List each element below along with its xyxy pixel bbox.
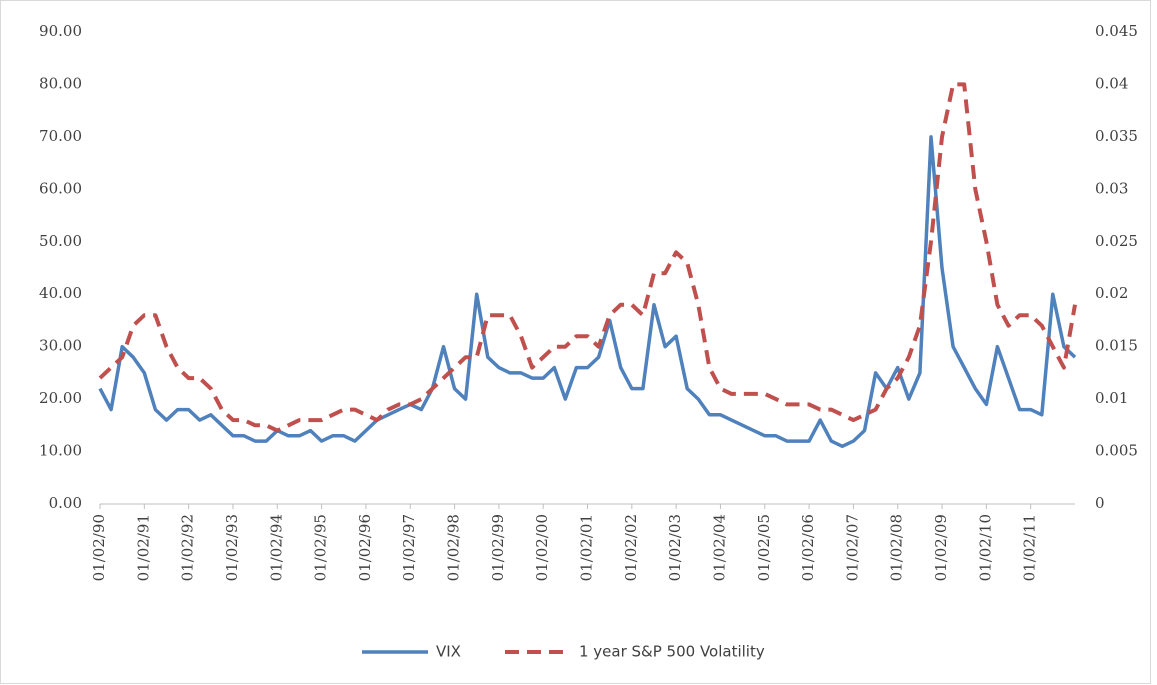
y2-tick-label: 0.04 [1095, 74, 1128, 92]
x-tick-label: 01/02/94 [267, 514, 285, 581]
y2-tick-label: 0.025 [1095, 232, 1138, 250]
x-tick-label: 01/02/93 [223, 514, 241, 581]
y2-tick-label: 0.02 [1095, 284, 1128, 302]
y-tick-label: 80.00 [39, 74, 82, 92]
x-tick-label: 01/02/95 [312, 514, 330, 581]
x-tick-label: 01/02/97 [400, 514, 418, 581]
legend: VIX 1 year S&P 500 Volatility [362, 643, 765, 661]
x-tick-label: 01/02/01 [578, 514, 596, 581]
series-line [98, 82, 1077, 433]
x-tick-label: 01/02/03 [666, 514, 684, 581]
legend-label: 1 year S&P 500 Volatility [579, 643, 765, 661]
y-tick-label: 60.00 [39, 179, 82, 197]
x-tick-label: 01/02/02 [622, 514, 640, 581]
x-tick-label: 01/02/08 [888, 514, 906, 581]
x-tick-label: 01/02/04 [710, 514, 728, 581]
x-tick-label: 01/02/10 [976, 514, 994, 581]
legend-label: VIX [436, 643, 461, 661]
y2-tick-label: 0.045 [1095, 22, 1138, 40]
x-tick-label: 01/02/00 [533, 514, 551, 581]
y2-tick-label: 0 [1095, 494, 1105, 512]
x-tick-label: 01/02/90 [90, 514, 108, 581]
y-tick-label: 70.00 [39, 127, 82, 145]
y2-tick-label: 0.015 [1095, 337, 1138, 355]
x-tick-label: 01/02/09 [932, 514, 950, 581]
x-tick-label: 01/02/06 [799, 514, 817, 581]
y2-tick-label: 0.03 [1095, 179, 1128, 197]
series-line [98, 135, 1077, 449]
x-tick-label: 01/02/11 [1021, 514, 1039, 581]
x-tick-label: 01/02/05 [755, 514, 773, 581]
y2-tick-label: 0.035 [1095, 127, 1138, 145]
y-tick-label: 50.00 [39, 232, 82, 250]
y-tick-label: 10.00 [39, 442, 82, 460]
y-tick-label: 30.00 [39, 337, 82, 355]
y-tick-label: 20.00 [39, 389, 82, 407]
y-tick-label: 40.00 [39, 284, 82, 302]
y2-tick-label: 0.01 [1095, 389, 1128, 407]
y2-tick-label: 0.005 [1095, 442, 1138, 460]
x-tick-label: 01/02/96 [356, 514, 374, 581]
x-tick-label: 01/02/99 [489, 514, 507, 581]
x-tick-label: 01/02/98 [445, 514, 463, 581]
y-tick-label: 90.00 [39, 22, 82, 40]
x-tick-label: 01/02/91 [134, 514, 152, 581]
y-tick-label: 0.00 [49, 494, 82, 512]
x-tick-label: 01/02/92 [179, 514, 197, 581]
x-tick-label: 01/02/07 [843, 514, 861, 581]
